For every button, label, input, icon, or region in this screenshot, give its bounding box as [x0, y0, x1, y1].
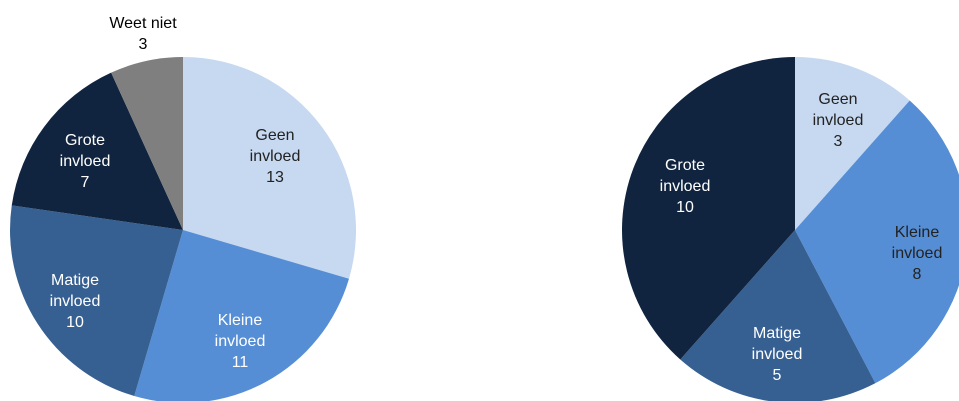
slice-label-0-3: Grote invloed 7: [60, 132, 111, 191]
pie-slice-0-2: [10, 205, 183, 396]
pie-slice-0-1: [134, 230, 349, 401]
slice-label-1-1: Kleine invloed 8: [892, 224, 943, 283]
pie-slice-1-0: [795, 57, 910, 230]
slice-label-0-4: Weet niet 3: [109, 15, 177, 53]
pie-chart-right: Geen invloed 3 Kleine invloed 8 Matige invloed 5…: [622, 56, 959, 401]
pie-slice-1-3: [622, 56, 795, 360]
pie-slice-1-1: [795, 100, 959, 384]
pie-slice-1-2: [680, 230, 876, 401]
slice-label-0-0: Geen invloed 13: [250, 127, 301, 186]
pie-chart-left: Geen invloed 13 Kleine invloed 11 Matige invloe…: [10, 15, 356, 401]
slice-label-0-2: Matige invloed 10: [50, 272, 101, 331]
slice-label-1-0: Geen invloed 3: [813, 91, 864, 150]
slice-label-1-2: Matige invloed 5: [752, 325, 803, 384]
slice-label-0-1: Kleine invloed 11: [215, 312, 266, 371]
pie-slice-0-0: [183, 57, 356, 279]
pie-slice-0-4: [111, 57, 183, 230]
pie-slice-0-3: [11, 72, 183, 230]
slice-label-1-3: Grote invloed 10: [660, 157, 711, 216]
